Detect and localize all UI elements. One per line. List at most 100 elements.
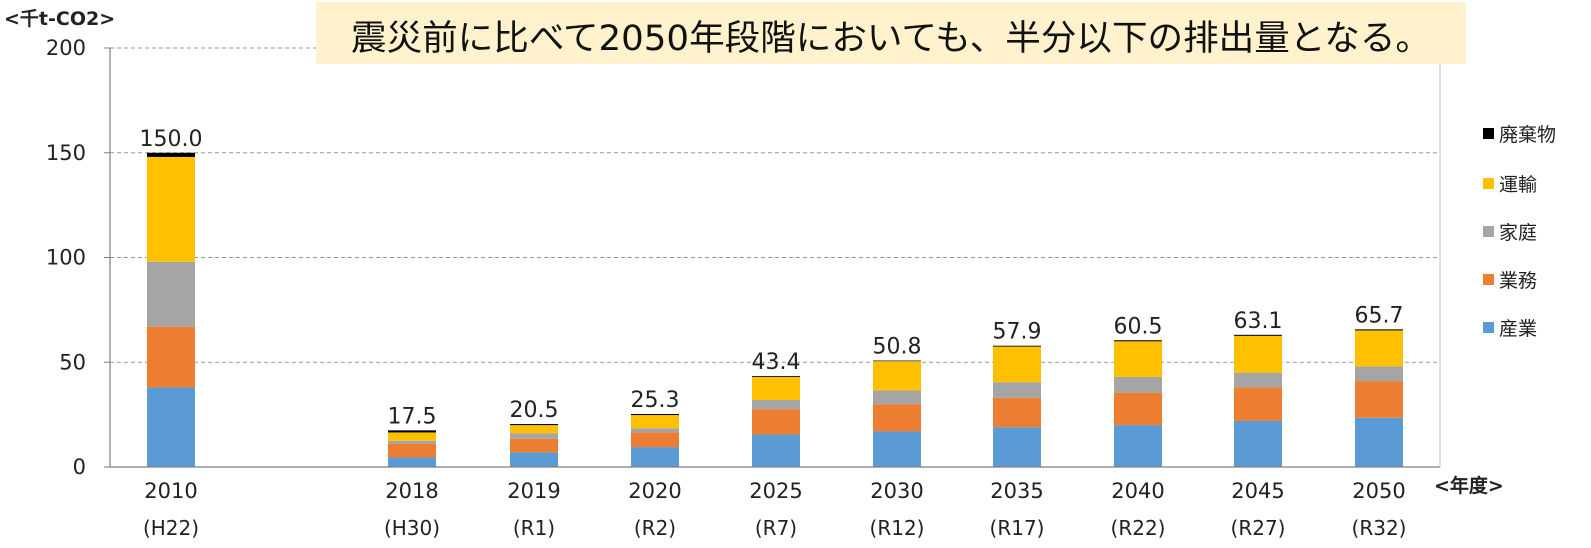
x-subtick-label: (R17) [990,516,1045,540]
bar-segment-3 [631,428,679,433]
bars [147,152,1403,467]
total-label: 25.3 [631,388,680,413]
bar-segment-4 [510,425,558,434]
bar-segment-5 [631,413,679,416]
bar-segment-5 [147,152,195,157]
legend-label: 業務 [1499,270,1537,292]
total-label: 63.1 [1234,309,1283,334]
bar-segment-2 [1114,392,1162,426]
bar-segment-2 [1355,381,1403,418]
x-subtick-label: (R22) [1111,516,1166,540]
bar-segment-3 [510,433,558,439]
x-tick-label: 2019 [507,479,560,503]
x-unit-label: <年度> [1434,474,1504,497]
bar-segment-2 [631,432,679,448]
y-tick-label: 0 [73,455,86,479]
bar-segment-3 [147,261,195,327]
bar-segment-1 [873,431,921,467]
bar-segment-1 [631,447,679,467]
bar-segment-2 [993,397,1041,428]
y-unit-label: <千t-CO2> [4,8,115,30]
bar-segment-1 [993,427,1041,467]
x-tick-label: 2030 [870,479,923,503]
headline-background [316,2,1466,64]
total-label: 57.9 [993,320,1042,345]
x-tick-label: 2050 [1352,479,1405,503]
bar-segment-2 [510,438,558,453]
x-tick-labels: 2010 (H22) 2018 (H30) 2019 (R1) 2020 (R2) 2025 (R… [143,479,1407,540]
bar-segment-4 [388,432,436,441]
y-tick-label: 200 [46,36,86,60]
bar-segment-2 [873,404,921,432]
bar-segment-1 [1234,420,1282,467]
legend-swatch [1483,226,1494,237]
bar-segment-5 [510,424,558,426]
bar-segment-1 [752,434,800,467]
bar-segment-1 [510,452,558,467]
total-label: 17.5 [388,404,437,429]
bar-segment-1 [1355,417,1403,467]
x-subtick-label: (R12) [870,516,925,540]
x-subtick-label: (R27) [1231,516,1286,540]
total-labels: 150.0 17.5 20.5 25.3 43.4 50.8 57.9 60.5 63.1 65.… [140,127,1404,430]
bar-segment-5 [993,345,1041,347]
bar-segment-4 [1234,335,1282,373]
headline-text: 震災前に比べて2050年段階においても、半分以下の排出量となる。 [351,19,1431,59]
x-tick-label: 2010 [144,479,197,503]
bar-segment-3 [993,382,1041,398]
bar-segment-3 [388,440,436,444]
x-tick-label: 2045 [1231,479,1284,503]
legend-label: 廃棄物 [1499,124,1556,146]
bar-segment-1 [388,457,436,467]
bar-segment-2 [752,409,800,435]
total-label: 65.7 [1355,303,1404,328]
legend-swatch [1483,128,1494,139]
bar-segment-3 [1355,366,1403,382]
bar-segment-4 [1114,341,1162,377]
bar-segment-5 [388,430,436,433]
x-tick-label: 2035 [990,479,1043,503]
legend-label: 家庭 [1499,222,1537,244]
total-label: 20.5 [510,398,559,423]
bar-segment-1 [1114,425,1162,467]
bar-segment-5 [1114,340,1162,342]
x-tick-label: 2018 [385,479,438,503]
bar-segment-4 [631,415,679,429]
bar-segment-1 [147,387,195,467]
bar-segment-4 [147,156,195,262]
bar-segment-3 [1114,376,1162,393]
bar-segment-4 [752,376,800,400]
bar-segment-2 [1234,387,1282,421]
legend-label: 運輸 [1499,174,1537,196]
x-tick-label: 2020 [628,479,681,503]
legend-swatch [1483,178,1494,189]
x-tick-label: 2040 [1111,479,1164,503]
x-subtick-label: (R1) [513,516,555,540]
total-label: 60.5 [1114,314,1163,339]
bar-segment-3 [752,399,800,410]
total-label: 150.0 [140,127,203,152]
axes [104,47,1441,468]
x-subtick-label: (R7) [755,516,797,540]
bar-segment-5 [873,360,921,362]
headline-box: 震災前に比べて2050年段階においても、半分以下の排出量となる。 [316,2,1466,64]
legend-swatch [1483,274,1494,285]
legend-label: 産業 [1499,318,1537,340]
total-label: 50.8 [873,335,922,360]
bar-segment-5 [1234,334,1282,336]
y-tick-labels: 0 50 100 150 200 [46,36,86,479]
x-subtick-label: (H30) [384,516,440,540]
bar-segment-2 [388,443,436,458]
y-tick-label: 100 [46,246,86,270]
x-subtick-label: (R2) [634,516,676,540]
bar-segment-3 [1234,372,1282,388]
y-tick-label: 150 [46,141,86,165]
bar-segment-2 [147,326,195,388]
bar-segment-4 [873,361,921,391]
y-tick-label: 50 [59,350,86,374]
x-subtick-label: (R32) [1352,516,1407,540]
legend-swatch [1483,322,1494,333]
x-subtick-label: (H22) [143,516,199,540]
